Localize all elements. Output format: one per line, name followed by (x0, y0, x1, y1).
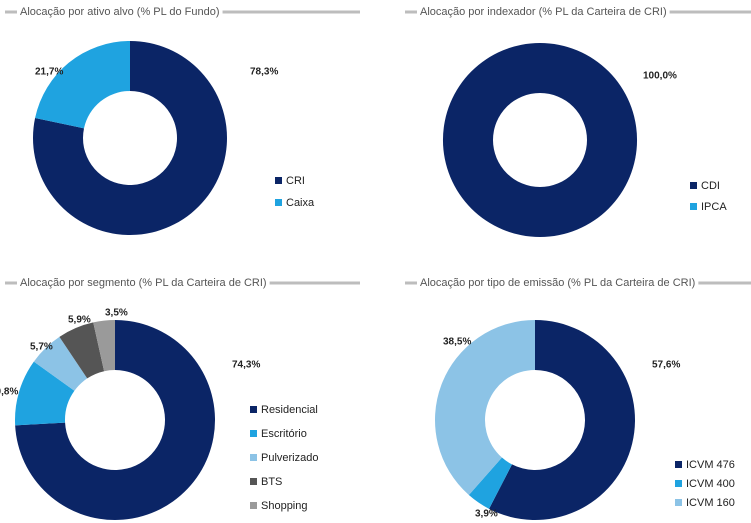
legend-label: IPCA (701, 201, 727, 213)
title-background (417, 5, 670, 19)
legend-swatch (250, 478, 257, 485)
legend-swatch (250, 430, 257, 437)
chart-title: Alocação por indexador (% PL da Carteira… (420, 6, 667, 18)
chart-title: Alocação por segmento (% PL da Carteira … (20, 277, 267, 289)
data-label: 57,6% (652, 360, 680, 371)
donut-slice (15, 361, 75, 426)
donut-slice (434, 319, 535, 496)
data-label: 3,9% (475, 509, 498, 520)
legend-swatch (675, 461, 682, 468)
legend-label: CDI (701, 180, 720, 192)
data-label: 5,9% (68, 315, 91, 326)
legend-label: BTS (261, 476, 282, 488)
legend-label: Pulverizado (261, 452, 318, 464)
donut-slice (468, 457, 513, 509)
data-label: 21,7% (35, 67, 63, 78)
chart-title: Alocação por tipo de emissão (% PL da Ca… (420, 277, 695, 289)
legend-swatch (250, 454, 257, 461)
legend-label: Escritório (261, 428, 307, 440)
legend-label: ICVM 476 (686, 459, 735, 471)
donut-slice (93, 320, 115, 372)
legend-swatch (690, 182, 697, 189)
donut-slice (35, 41, 130, 129)
data-label: 10,8% (0, 387, 18, 398)
data-label: 100,0% (643, 71, 677, 82)
data-label: 78,3% (250, 67, 278, 78)
legend-label: Residencial (261, 404, 318, 416)
chart-title: Alocação por ativo alvo (% PL do Fundo) (20, 6, 220, 18)
data-label: 38,5% (443, 337, 471, 348)
legend-swatch (275, 177, 282, 184)
legend-swatch (250, 406, 257, 413)
legend-label: Caixa (286, 197, 315, 209)
legend-swatch (690, 203, 697, 210)
data-label: 3,5% (105, 308, 128, 319)
legend-swatch (675, 480, 682, 487)
donut-slice (59, 322, 105, 379)
donut-slice (32, 41, 227, 235)
title-background (17, 276, 270, 290)
legend-swatch (675, 499, 682, 506)
donut-slice (489, 320, 635, 520)
legend-label: ICVM 400 (686, 478, 735, 490)
title-background (17, 5, 223, 19)
data-label: 74,3% (232, 360, 260, 371)
legend-swatch (275, 199, 282, 206)
data-label: 5,7% (30, 342, 53, 353)
title-background (417, 276, 699, 290)
donut-slice (15, 320, 216, 520)
legend-label: ICVM 160 (686, 497, 735, 509)
legend-swatch (250, 502, 257, 509)
donut-slice (442, 42, 638, 238)
legend-label: CRI (286, 175, 305, 187)
legend-label: Shopping (261, 500, 308, 512)
donut-slice (33, 336, 88, 391)
